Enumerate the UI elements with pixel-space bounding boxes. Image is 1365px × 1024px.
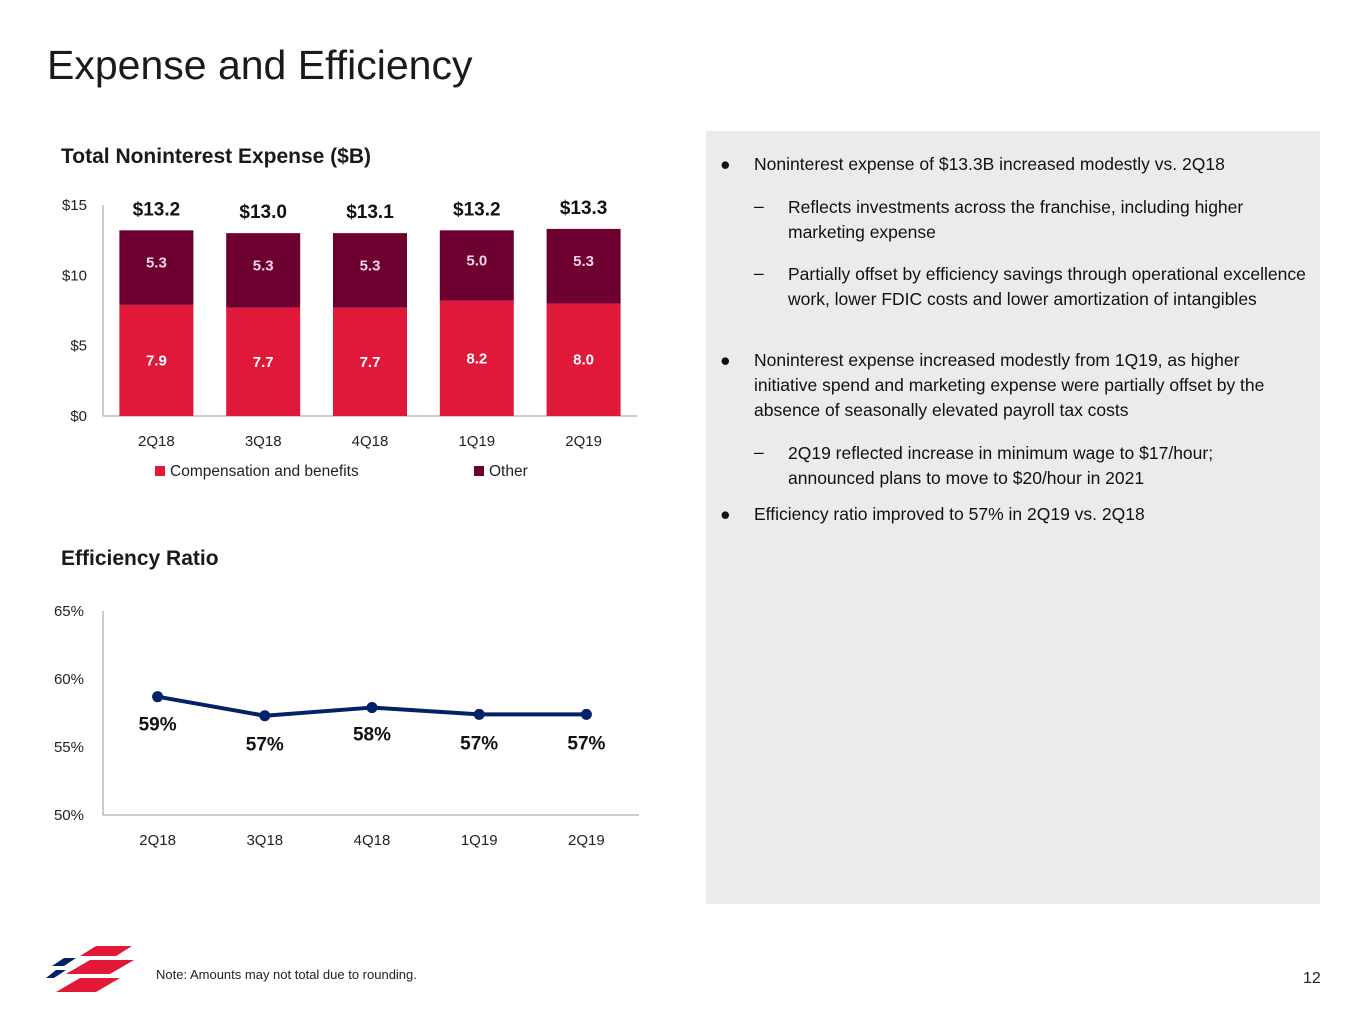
x-tick-label: 3Q18 <box>246 832 283 849</box>
bar-segment <box>333 233 407 308</box>
commentary-panel <box>706 131 1320 904</box>
bullet-text: Noninterest expense increased modestly f… <box>754 350 1265 420</box>
y-tick-label: $15 <box>62 197 87 214</box>
logo-stripe <box>80 946 132 956</box>
x-tick-label: 4Q18 <box>354 832 391 849</box>
y-tick-label: 60% <box>54 671 84 688</box>
data-label: 57% <box>246 735 284 756</box>
y-tick-label: $10 <box>62 267 87 284</box>
bar-value-label: 8.2 <box>466 350 487 367</box>
bar-total-label: $13.0 <box>239 202 287 223</box>
bar-total-label: $13.2 <box>133 199 181 220</box>
x-tick-label: 3Q18 <box>245 433 282 450</box>
footnote: Note: Amounts may not total due to round… <box>156 967 417 982</box>
page-title: Expense and Efficiency <box>47 42 473 88</box>
x-tick-label: 4Q18 <box>352 433 389 450</box>
data-label: 57% <box>460 733 498 754</box>
x-tick-label: 2Q18 <box>138 433 175 450</box>
expense-chart-title: Total Noninterest Expense ($B) <box>61 145 371 168</box>
dash-icon: – <box>754 196 764 216</box>
data-point <box>259 710 271 722</box>
bar-value-label: 5.3 <box>573 253 594 270</box>
bar-segment <box>226 307 301 416</box>
legend-label: Other <box>489 463 528 480</box>
bar-segment <box>119 304 194 416</box>
bullet-dot-icon: ● <box>720 154 731 174</box>
logo-stripe <box>66 960 134 974</box>
legend-swatch <box>155 466 165 476</box>
bar-total-label: $13.1 <box>346 202 394 223</box>
dash-icon: – <box>754 442 764 462</box>
y-tick-label: 65% <box>54 603 84 620</box>
sub-bullet-item: – Reflects investments across the franch… <box>754 195 1300 245</box>
bar-segment <box>439 230 514 301</box>
logo-stripe <box>52 958 76 966</box>
bar-segment <box>333 307 407 416</box>
bar-total-label: $13.2 <box>453 199 501 220</box>
sub-bullet-item: – 2Q19 reflected increase in minimum wag… <box>754 441 1288 491</box>
bar-segment <box>546 228 621 304</box>
y-tick-label: $5 <box>70 338 87 355</box>
bullet-text: Noninterest expense of $13.3B increased … <box>754 154 1225 174</box>
bar-value-label: 5.3 <box>146 255 167 272</box>
x-tick-label: 1Q19 <box>458 433 495 450</box>
bar-value-label: 7.7 <box>253 354 274 371</box>
bar-value-label: 5.3 <box>253 257 274 274</box>
bullet-text: Efficiency ratio improved to 57% in 2Q19… <box>754 504 1145 524</box>
data-label: 59% <box>139 715 177 736</box>
bar-value-label: 7.7 <box>360 354 381 371</box>
bank-flag-logo <box>46 946 134 992</box>
page-number: 12 <box>1303 970 1321 987</box>
data-point <box>580 708 592 720</box>
bullet-dot-icon: ● <box>720 350 731 370</box>
legend-label: Compensation and benefits <box>170 463 359 480</box>
bar-value-label: 8.0 <box>573 352 594 369</box>
sub-bullet-text: Partially offset by efficiency savings t… <box>788 264 1306 309</box>
x-tick-label: 1Q19 <box>461 832 498 849</box>
data-label: 57% <box>567 733 605 754</box>
y-tick-label: 55% <box>54 739 84 756</box>
efficiency-chart-title: Efficiency Ratio <box>61 547 219 570</box>
x-tick-label: 2Q19 <box>568 832 605 849</box>
sub-bullet-text: Reflects investments across the franchis… <box>788 197 1244 242</box>
y-tick-label: $0 <box>70 408 87 425</box>
legend-swatch <box>474 466 484 476</box>
sub-bullet-text: 2Q19 reflected increase in minimum wage … <box>788 443 1214 488</box>
bar-value-label: 7.9 <box>146 352 167 369</box>
sub-bullet-item: – Partially offset by efficiency savings… <box>754 262 1308 312</box>
bullet-item: ● Efficiency ratio improved to 57% in 2Q… <box>720 502 1299 527</box>
dash-icon: – <box>754 263 764 283</box>
bar-segment <box>119 230 194 305</box>
bullet-item: ● Noninterest expense of $13.3B increase… <box>720 152 1299 177</box>
y-tick-label: 50% <box>54 807 84 824</box>
bar-segment <box>439 300 514 416</box>
logo-stripe <box>46 970 66 978</box>
bar-value-label: 5.0 <box>466 252 487 269</box>
data-point <box>152 691 164 703</box>
bullet-dot-icon: ● <box>720 504 731 524</box>
bar-total-label: $13.3 <box>560 198 608 219</box>
bar-value-label: 5.3 <box>360 257 381 274</box>
x-tick-label: 2Q18 <box>139 832 176 849</box>
bar-segment <box>226 233 301 308</box>
bar-segment <box>546 303 621 416</box>
data-point <box>473 708 485 720</box>
data-point <box>366 702 378 714</box>
data-label: 58% <box>353 725 391 746</box>
x-tick-label: 2Q19 <box>565 433 602 450</box>
logo-stripe <box>56 978 120 992</box>
bullet-item: ● Noninterest expense increased modestly… <box>720 348 1302 423</box>
